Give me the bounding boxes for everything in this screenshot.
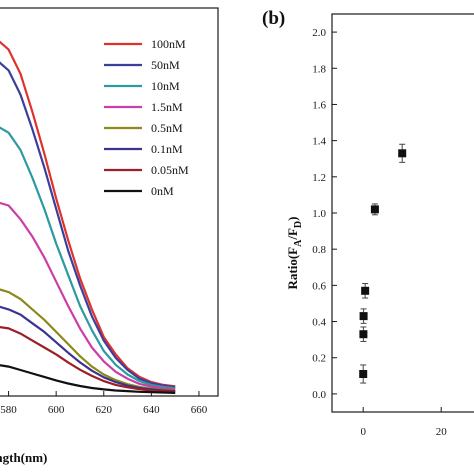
data-point-0 (359, 370, 368, 379)
x-tick-label-4: 660 (191, 404, 208, 416)
series-line-6 (0, 326, 176, 393)
series-line-0 (0, 40, 176, 388)
panel-a-curves (0, 40, 176, 394)
ylabel-mid: /F (285, 228, 300, 241)
legend-entry-2: 10nM (151, 79, 180, 93)
x-tick-label-2: 620 (96, 404, 113, 416)
x-tick-label-3: 640 (143, 404, 160, 416)
panel-b-x-ticks: 0 20 (360, 407, 447, 438)
panel-a-spectra: 580 600 620 640 660 length(nm) 100nM 50nM 10nM… (0, 7, 219, 465)
panel-a-x-ticks: 580 600 620 640 660 (0, 391, 208, 416)
series-line-2 (0, 126, 176, 390)
series-line-7 (0, 364, 176, 394)
legend-entry-5: 0.1nM (151, 142, 183, 156)
y-tick-label-6: 1.2 (312, 172, 326, 184)
data-point-3 (361, 286, 370, 295)
panel-b-points (359, 143, 407, 384)
y-tick-label-5: 1.0 (312, 208, 326, 220)
ylabel-sub-a: A (293, 239, 304, 247)
panel-b-ratio: (b) 0.0 0.2 0.4 0.6 0.8 1.0 1.2 1.4 1.6 1.8 2.0 0 2… (262, 8, 474, 438)
y-tick-label-9: 1.8 (312, 63, 326, 75)
panel-b-plot-frame (331, 13, 474, 413)
y-tick-label-7: 1.4 (312, 136, 326, 148)
legend-entry-1: 50nM (151, 58, 180, 72)
legend-entry-6: 0.05nM (151, 163, 189, 177)
series-line-5 (0, 305, 176, 393)
y-tick-label-4: 0.8 (312, 244, 326, 256)
panel-b-y-ticks: 0.0 0.2 0.4 0.6 0.8 1.0 1.2 1.4 1.6 1.8 2.0 (312, 27, 337, 401)
data-point-4 (370, 205, 379, 214)
x-tick-label-1: 600 (48, 404, 65, 416)
series-line-3 (0, 201, 176, 391)
data-point-5 (398, 149, 407, 158)
legend-entry-3: 1.5nM (151, 100, 183, 114)
y-tick-label-10: 2.0 (312, 27, 326, 39)
ylabel-end: ) (285, 217, 300, 221)
ylabel-sub-d: D (293, 221, 304, 228)
data-point-1 (359, 330, 368, 339)
panel-b-label: (b) (262, 8, 285, 29)
y-tick-label-0: 0.0 (312, 389, 326, 401)
legend-entry-7: 0nM (151, 184, 174, 198)
panel-a-legend: 100nM 50nM 10nM 1.5nM 0.5nM 0.1nM 0.05nM 0nM (104, 37, 189, 198)
y-tick-label-8: 1.6 (312, 99, 326, 111)
panel-b-y-axis-title: Ratio(FA/FD) (285, 217, 304, 290)
x-tick-label-0: 580 (0, 404, 17, 416)
b-x-tick-label-1: 20 (436, 426, 448, 438)
b-x-tick-label-0: 0 (360, 426, 366, 438)
series-line-1 (0, 61, 176, 389)
y-tick-label-1: 0.2 (312, 353, 326, 365)
panel-a-plot-frame (0, 7, 219, 397)
y-tick-label-3: 0.6 (312, 280, 326, 292)
y-tick-label-2: 0.4 (312, 317, 326, 329)
ylabel-main: Ratio(F (285, 247, 300, 290)
legend-entry-4: 0.5nM (151, 121, 183, 135)
legend-entry-0: 100nM (151, 37, 186, 51)
data-point-2 (359, 312, 368, 321)
panel-a-x-axis-title: length(nm) (0, 450, 47, 465)
